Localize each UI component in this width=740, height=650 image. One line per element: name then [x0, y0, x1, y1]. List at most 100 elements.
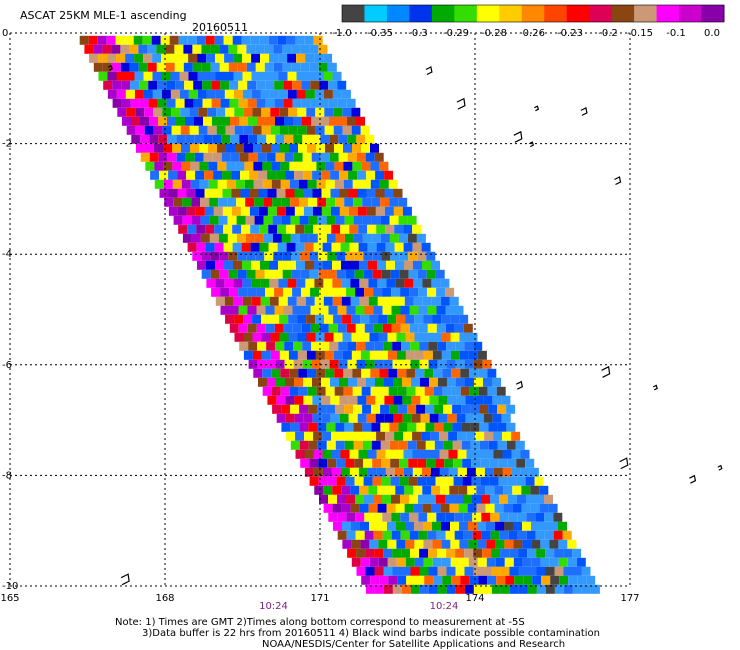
swath-cell: [366, 413, 376, 423]
swath-cell: [226, 161, 236, 171]
swath-cell: [428, 584, 438, 594]
swath-cell: [287, 71, 297, 81]
swath-cell: [459, 557, 469, 567]
swath-cell: [372, 458, 382, 468]
swath-cell: [284, 341, 294, 351]
swath-cell: [285, 395, 295, 405]
swath-cell: [228, 251, 238, 261]
swath-cell: [133, 35, 143, 45]
swath-cell: [408, 476, 418, 486]
swath-cell: [245, 233, 255, 243]
swath-cell: [535, 512, 545, 522]
swath-cell: [385, 431, 395, 441]
swath-cell: [374, 548, 384, 558]
swath-cell: [448, 449, 458, 459]
swath-cell: [290, 197, 300, 207]
swath-cell: [328, 287, 338, 297]
swath-cell: [333, 332, 343, 342]
swath-cell: [508, 494, 517, 504]
swath-cell: [378, 539, 388, 549]
swath-cell: [241, 224, 251, 234]
swath-cell: [397, 368, 407, 378]
swath-cell: [378, 314, 388, 324]
swath-cell: [115, 35, 125, 45]
swath-cell: [346, 512, 356, 522]
swath-cell: [499, 494, 508, 504]
swath-cell: [373, 323, 383, 333]
swath-cell: [409, 305, 419, 315]
swath-cell: [370, 143, 379, 153]
swath-cell: [276, 188, 286, 198]
swath-cell: [144, 107, 154, 117]
swath-cell: [314, 485, 324, 495]
swath-cell: [478, 386, 488, 396]
swath-cell: [332, 260, 341, 270]
swath-cell: [342, 125, 352, 135]
swath-cell: [372, 251, 382, 261]
swath-cell: [292, 323, 302, 333]
swath-cell: [388, 575, 398, 585]
swath-cell: [535, 530, 545, 540]
swath-cell: [465, 395, 475, 405]
swath-cell: [255, 44, 265, 54]
swath-cell: [298, 143, 307, 153]
swath-cell: [390, 458, 400, 468]
swath-cell: [206, 260, 215, 270]
swath-cell: [331, 467, 341, 477]
swath-cell: [406, 368, 416, 378]
swath-cell: [586, 575, 596, 585]
swath-cell: [454, 305, 464, 315]
swath-cell: [369, 539, 379, 549]
swath-cell: [303, 170, 313, 180]
swath-cell: [196, 35, 206, 45]
swath-cell: [499, 512, 509, 522]
swath-cell: [121, 80, 131, 90]
swath-cell: [260, 260, 269, 270]
swath-cell: [377, 485, 387, 495]
swath-cell: [241, 242, 251, 252]
swath-cell: [346, 494, 355, 504]
swath-cell: [251, 53, 261, 63]
x-tick-label: 177: [620, 593, 639, 604]
swath-cell: [293, 359, 303, 369]
swath-cell: [314, 71, 324, 81]
swath-cell: [218, 197, 228, 207]
swath-cell: [270, 107, 280, 117]
swath-cell: [382, 287, 392, 297]
y-tick-label: -6: [2, 360, 12, 371]
swath-cell: [240, 188, 250, 198]
swath-cell: [148, 98, 158, 108]
swath-cell: [375, 170, 385, 180]
swath-cell: [269, 296, 279, 306]
swath-cell: [451, 575, 461, 585]
swath-cell: [296, 71, 306, 81]
swath-cell: [357, 413, 367, 423]
swath-cell: [239, 341, 249, 351]
swath-cell: [224, 53, 234, 63]
swath-cell: [343, 368, 353, 378]
swath-cell: [228, 62, 238, 72]
swath-cell: [292, 98, 302, 108]
swath-cell: [330, 395, 340, 405]
swath-cell: [233, 71, 243, 81]
swath-cell: [248, 341, 258, 351]
swath-cell: [317, 440, 327, 450]
swath-cell: [271, 179, 281, 189]
swath-cell: [275, 116, 284, 126]
swath-cell: [475, 431, 485, 441]
swath-cell: [424, 386, 434, 396]
swath-cell: [102, 62, 112, 72]
swath-cell: [308, 215, 318, 225]
swath-cell: [332, 503, 342, 513]
swath-cell: [405, 314, 415, 324]
y-tick-label: -2: [2, 139, 12, 150]
swath-cell: [253, 161, 263, 171]
swath-cell: [419, 584, 429, 594]
swath-cell: [407, 215, 417, 225]
swath-cell: [362, 233, 372, 243]
coastlines: [107, 64, 723, 586]
swath-cell: [193, 80, 203, 90]
swath-cell: [366, 377, 375, 387]
swath-cell: [261, 350, 271, 360]
swath-cell: [464, 359, 474, 369]
